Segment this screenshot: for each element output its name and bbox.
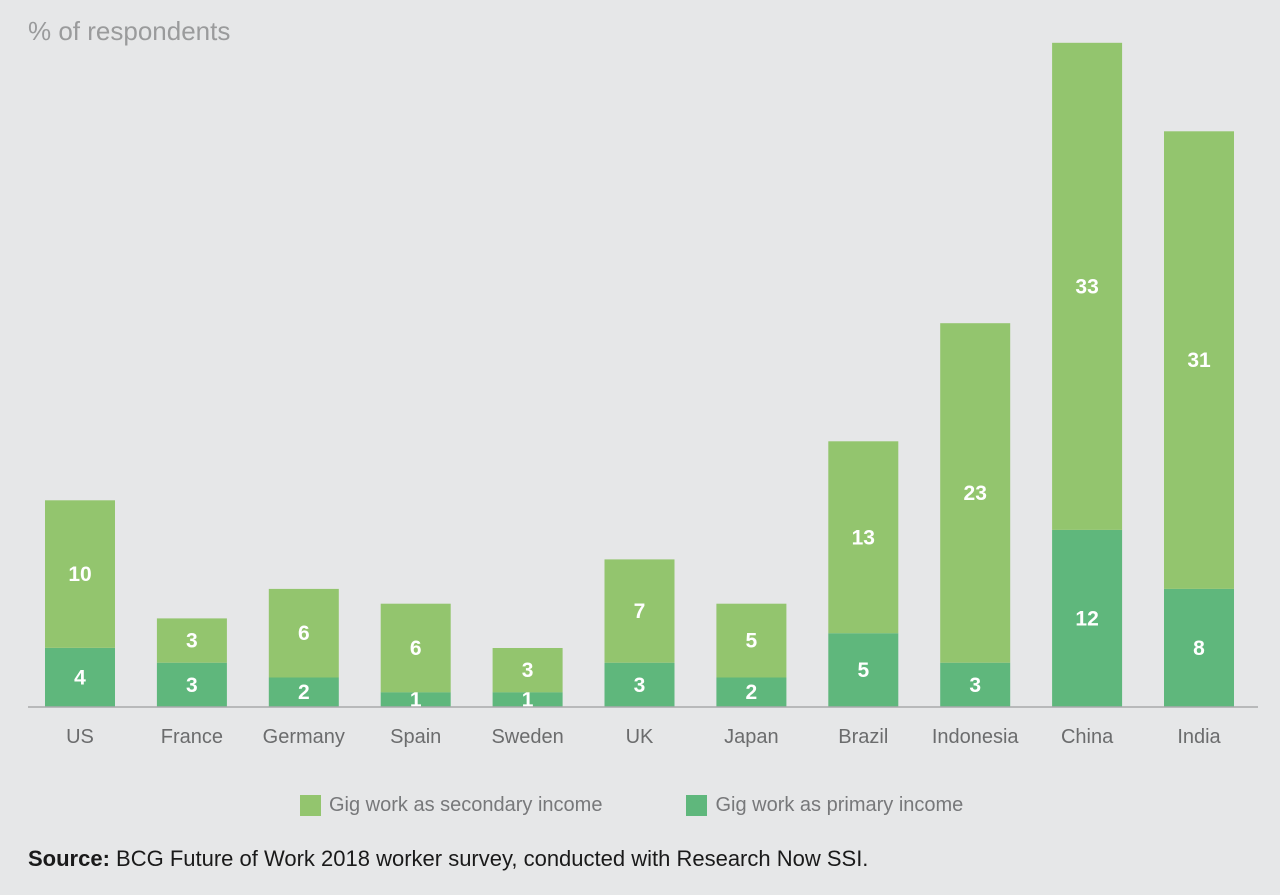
bar-germany-secondary [268,588,339,678]
bar-us-primary [45,648,115,707]
data-label-us-primary: 4 [74,667,86,690]
x-tick-spain: Spain [390,726,441,748]
legend-item-primary: Gig work as primary income [686,794,963,817]
x-tick-japan: Japan [724,726,779,748]
x-tick-sweden: Sweden [491,726,563,748]
data-label-china-primary: 12 [1075,607,1098,630]
bar-indonesia-secondary [940,323,1011,663]
data-label-france-primary: 3 [186,674,198,697]
bar-china-secondary [1052,42,1123,530]
stacked-bar-chart: % of respondents 41033261613372551332312… [28,16,1258,748]
bar-brazil-secondary [828,441,899,634]
data-label-sweden-primary: 1 [522,689,534,712]
bar-india-primary [1164,588,1234,707]
x-tick-india: India [1177,726,1221,748]
data-label-japan-primary: 2 [746,681,758,704]
x-tick-uk: UK [626,726,654,748]
data-label-germany-secondary: 6 [298,622,310,645]
bar-india-secondary [1164,131,1234,589]
x-tick-us: US [66,726,94,748]
bar-japan-primary [716,677,787,707]
bar-uk-secondary [604,559,675,663]
data-label-brazil-secondary: 13 [852,526,875,549]
data-label-india-secondary: 31 [1187,349,1211,372]
bar-brazil-primary [828,633,899,707]
legend-item-secondary: Gig work as secondary income [300,794,602,817]
legend-swatch [300,794,321,816]
data-label-france-secondary: 3 [186,630,198,653]
data-label-brazil-primary: 5 [857,659,869,682]
x-tick-brazil: Brazil [838,726,888,748]
x-tick-france: France [161,726,223,748]
data-label-japan-secondary: 5 [746,630,758,653]
source-note: Source: BCG Future of Work 2018 worker s… [28,846,868,872]
y-axis-label: % of respondents [28,16,230,46]
bar-japan-secondary [716,603,787,678]
data-label-germany-primary: 2 [298,681,310,704]
data-label-indonesia-primary: 3 [969,674,981,697]
bar-france-secondary [156,618,227,663]
source-label: Source: [28,846,110,871]
bar-france-primary [156,662,227,707]
x-tick-labels: US France Germany Spain Sweden UK Japan Brazil I… [66,726,1221,748]
data-label-uk-secondary: 7 [634,600,646,623]
legend-label: Gig work as primary income [715,793,964,816]
data-label-india-primary: 8 [1193,637,1205,660]
bar-spain-primary [380,692,451,707]
bar-sweden-secondary [492,648,563,693]
data-label-spain-primary: 1 [410,689,422,712]
data-label-us-secondary: 10 [68,563,91,586]
data-label-sweden-secondary: 3 [522,659,534,682]
data-label-spain-secondary: 6 [410,637,422,660]
legend-label: Gig work as secondary income [329,793,603,816]
bar-indonesia-primary [940,662,1011,707]
x-tick-indonesia: Indonesia [932,726,1020,748]
bar-sweden-primary [492,692,563,707]
legend: Gig work as secondary income Gig work as … [300,790,1047,820]
data-label-indonesia-secondary: 23 [964,482,987,505]
data-label-china-secondary: 33 [1075,275,1098,298]
bar-germany-primary [268,677,339,707]
source-text: BCG Future of Work 2018 worker survey, c… [109,846,869,871]
bar-uk-primary [604,662,675,707]
legend-swatch [686,794,708,816]
x-tick-china: China [1061,726,1114,748]
bar-spain-secondary [380,603,451,693]
bar-china-primary [1052,529,1123,707]
data-label-uk-primary: 3 [634,674,646,697]
x-tick-germany: Germany [263,726,345,748]
bar-us-secondary [45,500,115,648]
